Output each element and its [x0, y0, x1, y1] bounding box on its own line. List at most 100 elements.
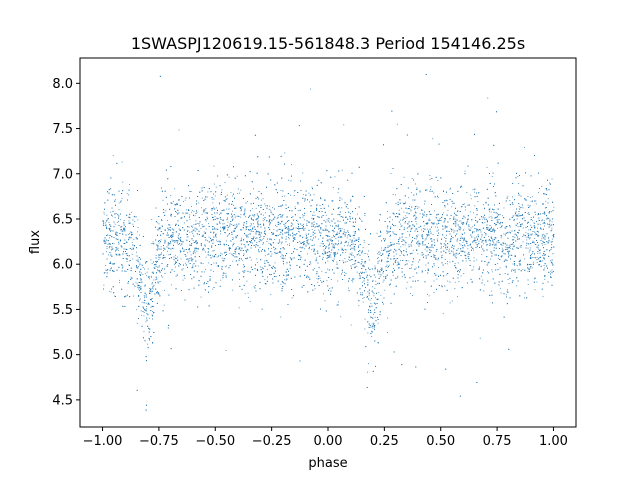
data-point — [222, 219, 224, 221]
data-point — [137, 285, 139, 287]
data-point — [406, 248, 407, 250]
data-point — [193, 224, 195, 226]
data-point — [358, 253, 359, 255]
data-point — [519, 260, 521, 262]
data-point — [315, 253, 316, 255]
data-point — [530, 200, 532, 202]
data-point — [157, 222, 159, 224]
data-point — [482, 218, 484, 220]
data-point — [499, 223, 501, 225]
data-point — [344, 242, 346, 243]
data-point — [246, 280, 248, 282]
data-point — [515, 215, 517, 217]
data-point — [408, 197, 410, 199]
data-point — [305, 244, 307, 246]
data-point — [538, 192, 539, 194]
data-point — [373, 313, 374, 315]
data-point — [367, 253, 369, 255]
data-point — [527, 196, 529, 197]
data-point — [403, 254, 405, 256]
data-point — [205, 256, 207, 258]
data-point — [274, 262, 276, 264]
data-point — [271, 233, 273, 235]
data-point — [245, 251, 247, 252]
data-point — [281, 216, 283, 218]
data-point — [336, 304, 338, 306]
data-point — [234, 224, 236, 226]
data-point — [477, 220, 479, 222]
data-point — [463, 250, 464, 252]
data-point — [533, 222, 535, 224]
data-point — [233, 214, 235, 216]
data-point — [527, 247, 529, 249]
data-point — [263, 237, 264, 239]
data-point — [249, 301, 251, 302]
data-point — [200, 296, 202, 298]
data-point — [287, 244, 288, 246]
data-point — [348, 259, 350, 260]
data-point — [427, 293, 428, 295]
data-point — [524, 297, 525, 299]
data-point — [418, 266, 419, 268]
data-point — [238, 307, 240, 309]
data-point — [213, 183, 215, 185]
data-point — [390, 173, 392, 174]
data-point — [158, 245, 159, 247]
data-point — [374, 265, 376, 267]
data-point — [424, 203, 425, 205]
data-point — [164, 229, 166, 231]
data-point — [481, 236, 483, 238]
data-point — [536, 281, 538, 283]
data-point — [372, 327, 374, 329]
data-point — [314, 268, 316, 269]
data-point — [372, 281, 373, 282]
data-point — [526, 239, 528, 241]
data-point — [248, 233, 250, 235]
data-point — [410, 243, 412, 245]
data-point — [252, 223, 254, 225]
data-point — [196, 228, 198, 230]
data-point — [158, 265, 160, 267]
data-point — [487, 97, 489, 99]
data-point — [170, 242, 172, 244]
data-point — [128, 234, 130, 235]
data-point — [449, 240, 451, 242]
data-point — [533, 241, 535, 243]
data-point — [211, 226, 213, 228]
data-point — [458, 220, 460, 222]
data-point — [121, 161, 123, 163]
data-point — [425, 264, 427, 266]
data-point — [363, 240, 365, 241]
data-point — [493, 243, 495, 245]
data-point — [549, 182, 551, 184]
data-point — [368, 259, 370, 261]
data-point — [129, 236, 131, 238]
data-point — [441, 285, 443, 287]
data-point — [266, 241, 268, 242]
data-point — [143, 315, 145, 317]
data-point — [447, 280, 449, 282]
data-point — [412, 295, 413, 296]
data-point — [175, 224, 177, 226]
data-point — [205, 220, 207, 222]
data-point — [233, 229, 235, 231]
data-point — [231, 224, 233, 225]
data-point — [146, 308, 148, 310]
data-point — [293, 195, 295, 196]
data-point — [379, 252, 381, 254]
data-point — [436, 278, 438, 280]
data-point — [336, 225, 338, 227]
data-point — [488, 240, 490, 241]
data-point — [418, 243, 420, 245]
data-point — [256, 213, 258, 215]
data-point — [277, 229, 279, 231]
data-point — [272, 207, 273, 209]
data-point — [433, 280, 435, 282]
data-point — [176, 240, 178, 241]
data-point — [190, 254, 192, 256]
data-point — [508, 253, 509, 255]
data-point — [430, 189, 431, 190]
data-point — [327, 240, 329, 242]
data-point — [220, 233, 221, 235]
data-point — [534, 231, 535, 233]
